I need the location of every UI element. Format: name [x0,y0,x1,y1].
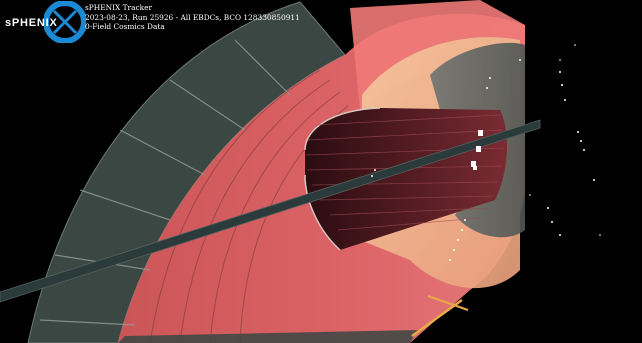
event-caption: sPHENIX Tracker 2023-08-23, Run 25926 - … [85,3,300,32]
bottom-highlight-cross [427,295,469,311]
inner-barrel-rim-lower [304,174,341,251]
caption-dataset: 0-Field Cosmics Data [85,22,165,32]
bottom-frame [118,330,418,343]
header-overlay: sPHENIX sPHENIX Tracker 2023-08-23, Run … [0,0,300,46]
frame-spokes [39,39,291,326]
caption-title: sPHENIX Tracker [85,3,152,12]
sphenix-logo-icon [44,1,86,43]
end-cap [430,42,525,238]
inner-barrel [305,108,507,250]
beam-rod [0,119,541,303]
caption-run-info: 2023-08-23, Run 25926 - All EBDCs, BCO 1… [85,12,300,22]
track-hits [371,44,601,261]
logo-text: sPHENIX [5,17,58,29]
inner-barrel-rim [304,107,381,151]
